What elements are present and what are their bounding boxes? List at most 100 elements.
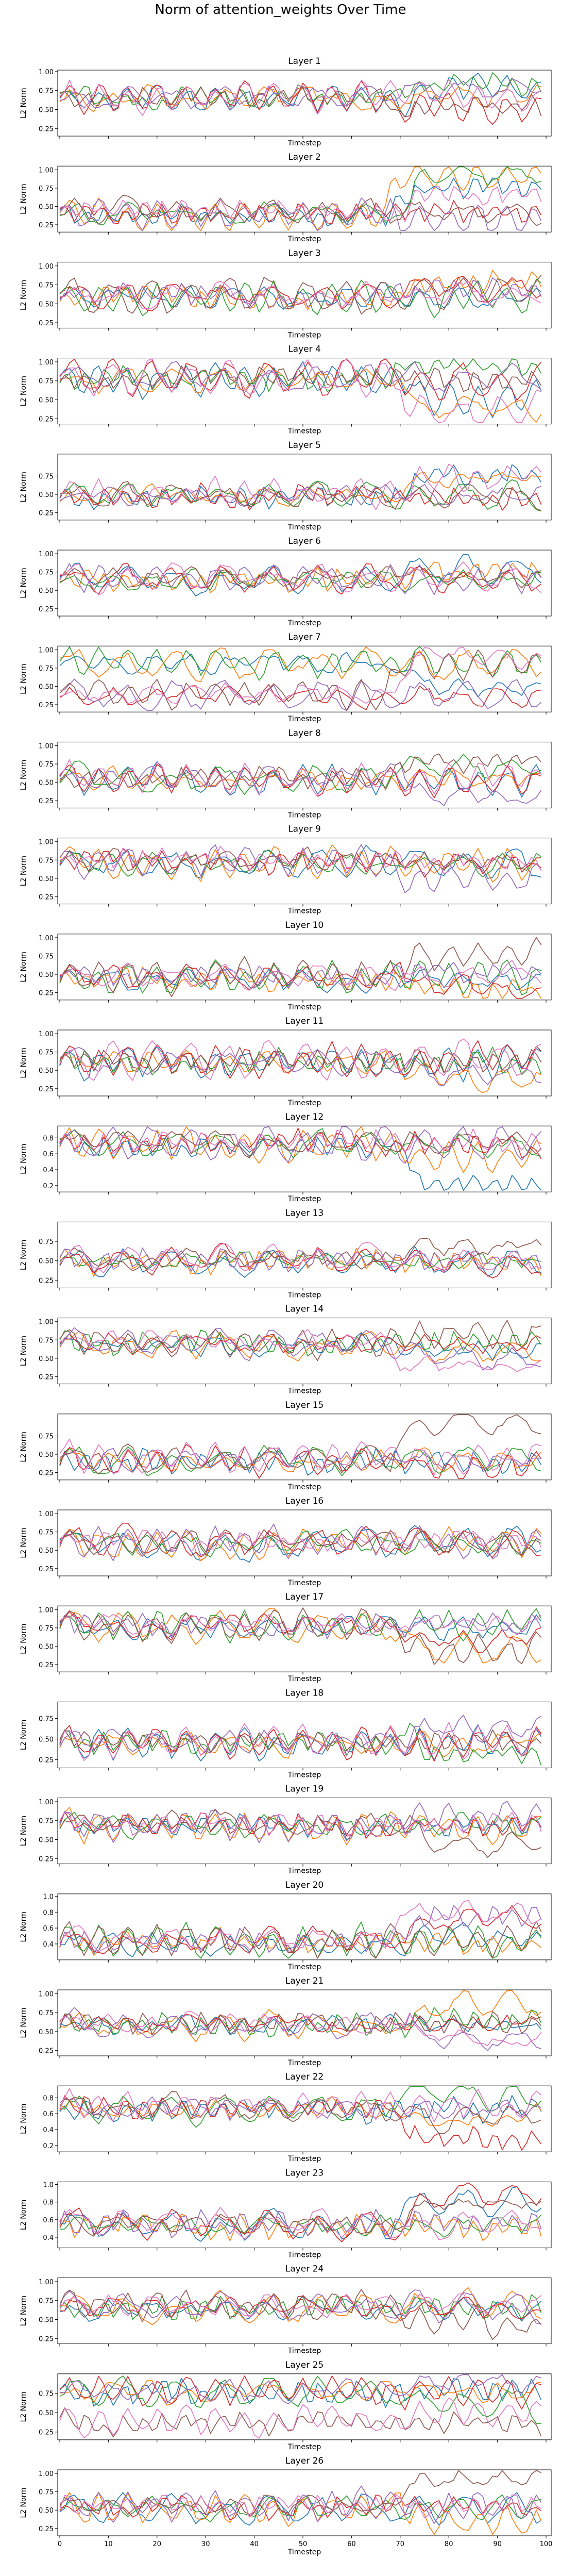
x-axis-label: Timestep <box>287 811 321 819</box>
series-line <box>59 2091 541 2134</box>
y-tick-label: 0.50 <box>39 1736 54 1743</box>
series-line <box>59 1809 541 1858</box>
panel-title: Layer 4 <box>288 344 321 355</box>
series-line <box>59 1731 542 1759</box>
y-tick-label: 0.6 <box>43 1925 54 1933</box>
y-tick-label: 0.50 <box>39 2317 54 2324</box>
series-line <box>59 1806 541 1846</box>
y-tick-label: 0.50 <box>39 1258 54 1266</box>
y-axis-label: L2 Norm <box>20 472 28 502</box>
series-line <box>59 568 541 592</box>
y-tick-label: 0.25 <box>39 510 54 518</box>
axes-frame <box>57 261 552 328</box>
axes-frame <box>57 2181 552 2248</box>
layer-panel: Layer 9 L2 Norm 1.00 0.75 0.50 0.25 Timestep <box>20 824 552 916</box>
y-tick-label: 0.25 <box>39 1661 54 1669</box>
series-line <box>59 1134 542 1191</box>
series-line <box>59 962 542 988</box>
series-line <box>59 2007 542 2038</box>
panel-title: Layer 22 <box>285 2072 324 2082</box>
x-tick-label: 100 <box>540 2540 553 2548</box>
x-tick-label: 20 <box>153 2540 162 2548</box>
series-line <box>59 1730 542 1754</box>
y-tick-label: 0.25 <box>39 1373 54 1381</box>
y-tick-label: 1.00 <box>39 646 54 654</box>
y-tick-label: 0.75 <box>39 1625 54 1633</box>
x-axis-label: Timestep <box>287 2548 321 2556</box>
layer-panel: Layer 4 L2 Norm 1.00 0.75 0.50 0.25 Timestep <box>20 344 552 436</box>
axes-frame <box>57 70 552 137</box>
y-tick-label: 0.50 <box>39 2409 54 2417</box>
panel-title: Layer 7 <box>288 632 321 642</box>
y-axis-label: L2 Norm <box>20 568 28 598</box>
series-line <box>59 554 542 596</box>
series-line <box>59 678 542 711</box>
axes-frame <box>57 454 552 521</box>
axes-frame <box>57 550 552 617</box>
x-axis-label: Timestep <box>287 1963 321 1971</box>
y-axis-label: L2 Norm <box>20 2007 28 2038</box>
y-axis-label: L2 Norm <box>20 1144 28 1174</box>
series-line <box>59 646 542 681</box>
layer-panel: Layer 2 L2 Norm 1.00 0.75 0.50 0.25 Timestep <box>20 152 552 243</box>
y-tick-label: 0.50 <box>39 1067 54 1075</box>
series-line <box>59 2293 542 2318</box>
x-tick-label: 90 <box>493 2540 502 2548</box>
series-line <box>59 2407 542 2437</box>
y-axis-label: L2 Norm <box>20 856 28 886</box>
y-tick-label: 0.75 <box>39 569 54 577</box>
axes-frame <box>57 1893 552 1960</box>
y-tick-label: 0.50 <box>39 107 54 114</box>
y-tick-label: 0.25 <box>39 797 54 805</box>
series-line <box>59 464 542 510</box>
series-line <box>59 1044 542 1083</box>
series-line <box>59 1047 541 1086</box>
y-tick-label: 1.00 <box>39 1319 54 1326</box>
layer-panel: Layer 20 L2 Norm 1.0 0.8 0.6 0.4 Timestep <box>20 1880 552 1971</box>
series-line <box>59 195 541 226</box>
panel-title: Layer 5 <box>288 440 321 451</box>
series-line <box>59 566 541 589</box>
axes-frame <box>57 165 552 232</box>
layer-panel: Layer 10 L2 Norm 1.00 0.75 0.50 0.25 Timestep <box>20 920 552 1011</box>
series-line <box>59 846 541 873</box>
y-axis-label: L2 Norm <box>20 1912 28 1942</box>
y-tick-label: 0.50 <box>39 587 54 595</box>
series-line <box>59 484 541 507</box>
x-axis-label: Timestep <box>287 331 321 339</box>
series-line <box>59 1607 542 1665</box>
series-line <box>59 1050 541 1093</box>
panel-title: Layer 2 <box>288 152 321 162</box>
layer-panel: Layer 18 L2 Norm 0.75 0.50 0.25 Timestep <box>20 1688 552 1779</box>
series-line <box>59 278 542 318</box>
series-line <box>59 1900 542 1953</box>
panel-title: Layer 21 <box>285 1976 324 1986</box>
series-line <box>59 1320 541 1361</box>
layer-panel: Layer 14 L2 Norm 1.00 0.75 0.50 0.25 Timestep <box>20 1304 552 1395</box>
x-tick-label: 0 <box>58 2540 62 2548</box>
series-line <box>59 765 541 792</box>
series-line <box>59 1526 542 1561</box>
series-line <box>59 1327 541 1371</box>
axes-frame <box>57 2373 552 2440</box>
series-line <box>59 2289 541 2324</box>
series-line <box>59 1990 542 2042</box>
y-tick-label: 0.75 <box>39 1715 54 1723</box>
y-tick-label: 0.50 <box>39 203 54 211</box>
series-line <box>59 2213 542 2241</box>
series-line <box>59 684 541 710</box>
series-line <box>59 1724 542 1761</box>
y-tick-label: 1.00 <box>39 1606 54 1614</box>
y-tick-label: 0.50 <box>39 397 54 405</box>
x-tick-label: 30 <box>201 2540 210 2548</box>
y-tick-label: 1.00 <box>39 935 54 942</box>
series-line <box>59 280 541 309</box>
series-line <box>59 277 542 309</box>
x-axis-label: Timestep <box>287 1675 321 1683</box>
series-line <box>59 2374 541 2404</box>
y-tick-label: 1.00 <box>39 743 54 751</box>
axes-frame <box>57 1605 552 1672</box>
y-tick-label: 0.75 <box>39 473 54 480</box>
y-tick-label: 0.2 <box>43 1183 54 1190</box>
y-tick-label: 0.25 <box>39 1470 54 1477</box>
